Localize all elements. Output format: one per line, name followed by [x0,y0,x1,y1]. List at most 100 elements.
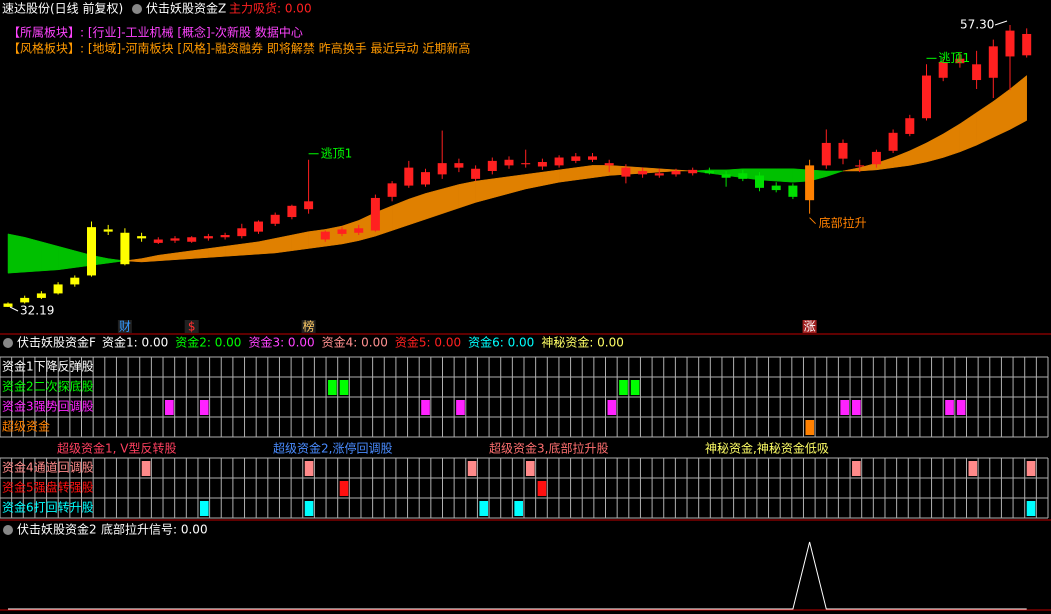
marker-box [301,320,316,333]
annotation-pointer [809,217,816,225]
candle-body [304,201,314,210]
candle-body [187,237,197,242]
min-price-label: 32.19 [20,304,54,318]
candle-body [170,238,180,241]
ribbon-segment [208,245,226,258]
row-label: 资金1下降反弹股 [2,359,94,374]
candle-body [237,228,247,237]
ribbon-segment [408,193,426,226]
signal-cell [514,501,523,516]
candle-body [721,174,731,178]
candle-body [421,172,430,185]
candle-body [36,293,46,298]
signal-cell [199,400,209,415]
pane-readout: 神秘资金: 0.00 [541,335,624,350]
signal-cell [852,400,861,415]
candle-body [454,163,464,168]
signal-cell [1026,501,1036,516]
ribbon-segment [575,165,593,181]
ribbon-segment [775,168,794,183]
candle-body [471,168,481,179]
signal-line [8,541,1027,610]
pane-readout: 资金5: 0.00 [395,335,461,350]
ribbon-segment [7,233,25,274]
candle-body [788,185,798,197]
signal-cell [467,461,477,476]
candle-body [938,62,948,78]
candle-body [588,156,597,160]
candle-body [905,118,915,134]
pane-readout: 底部拉升信号: 0.00 [101,522,208,537]
candle-body [504,159,514,166]
candle-body [571,156,581,161]
candle-body [203,236,213,239]
indicator-name: 伏击妖股资金Z [146,1,226,16]
pane-title: 伏击妖股资金2 [17,522,97,537]
candle-body [654,173,664,176]
caption: 超级资金1, V型反转股 [57,441,176,456]
pane-readout: 资金4: 0.00 [322,335,388,350]
candle-body [638,170,648,175]
row-label: 资金6打回转升股 [2,500,94,515]
signal-cell [1026,461,1036,476]
signal-cell [630,380,640,395]
indicator-readout: 主力吸货: 0.00 [229,1,312,16]
ribbon-segment [24,236,42,273]
ribbon-segment [291,231,309,252]
marker-label: 涨 [804,319,816,334]
row-label: 资金4通道回调股 [2,460,94,475]
ribbon-segment [107,258,125,264]
candle-body [354,228,364,233]
candle-body [838,142,848,159]
signal-cell [304,501,314,516]
ribbon-segment [41,241,59,272]
candle-body [521,163,531,165]
candle-body [955,58,965,64]
candle-body [537,162,547,167]
menu-icon[interactable] [132,4,142,14]
signal-cell [421,400,430,415]
signal-cell [456,400,465,415]
signal-cell [328,380,337,395]
ribbon-segment [558,167,577,183]
signal-cell [537,481,547,496]
candle-body [87,227,96,276]
ribbon-segment [592,165,610,179]
candle-body [254,221,263,232]
max-price-label: 57.30 [960,18,994,32]
ribbon-segment [425,188,443,220]
row-label: 资金2二次探底股 [2,379,94,394]
signal-cell [304,461,314,476]
candle-body [53,284,63,294]
candle-body [370,197,380,231]
row-label: 超级资金 [2,419,50,434]
menu-icon[interactable] [3,338,13,348]
candle-body [771,185,781,191]
candle-body [988,46,998,78]
marker-box [184,320,199,333]
pane-readout: 资金3: 0.00 [248,335,314,350]
marker-box [117,320,132,333]
candle-body [1022,33,1032,56]
signal-cell [945,400,954,415]
candle-body [3,303,13,307]
ribbon-segment [1009,75,1027,130]
signal-cell [199,501,209,516]
candle-body [153,239,163,243]
menu-icon[interactable] [3,525,13,535]
candle-body [871,151,881,165]
signal-cell [141,461,151,476]
candle-body [437,163,447,175]
ribbon-segment [224,243,243,257]
candle-body [604,163,614,166]
marker-box [802,320,817,333]
candle-body [821,142,831,166]
signal-cell [852,461,861,476]
caption: 超级资金3,底部拉升股 [489,441,608,456]
ribbon-segment [826,170,844,177]
candle-body [487,160,497,171]
candle-body [270,214,280,224]
candle-body [103,229,113,232]
candle-body [888,132,898,151]
